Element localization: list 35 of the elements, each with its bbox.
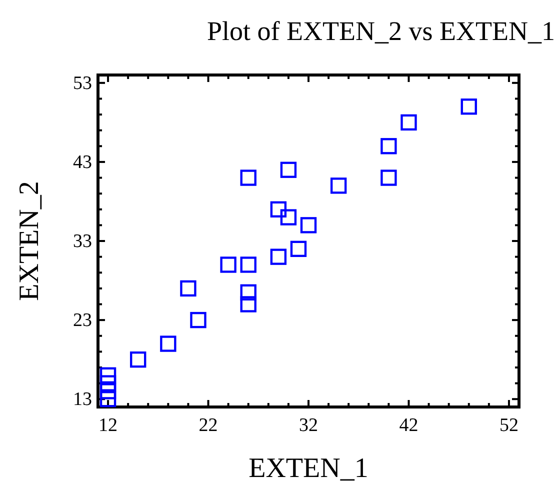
point [400, 114, 417, 131]
point [190, 312, 206, 328]
point [270, 201, 287, 218]
y-tick-label: 43 [73, 152, 92, 173]
point [240, 296, 256, 312]
point [220, 256, 236, 273]
point [280, 209, 297, 226]
point [380, 138, 397, 154]
point [130, 351, 146, 368]
point [270, 248, 287, 265]
point [290, 240, 307, 258]
point [180, 280, 196, 297]
point [240, 170, 256, 186]
chart-title: Plot of EXTEN_2 vs EXTEN_1 [207, 16, 555, 46]
x-tick-label: 12 [98, 415, 118, 436]
point [100, 390, 116, 408]
point [240, 256, 256, 273]
x-axis-title: EXTEN_1 [248, 453, 368, 484]
x-tick-label: 42 [399, 415, 418, 436]
point [380, 170, 397, 186]
x-tick-label: 22 [198, 415, 218, 436]
point [460, 98, 477, 115]
y-axis-title: EXTEN_2 [14, 181, 45, 301]
y-tick-label: 23 [73, 310, 92, 332]
point [160, 336, 176, 352]
y-tick-label: 13 [73, 389, 92, 410]
point [300, 217, 317, 234]
point [100, 367, 116, 384]
point [280, 162, 297, 178]
point [240, 284, 256, 300]
y-tick-label: 33 [73, 231, 92, 252]
point [330, 178, 347, 194]
x-tick-label: 32 [299, 415, 318, 436]
y-tick-label: 53 [73, 72, 92, 94]
x-tick-label: 52 [499, 415, 518, 436]
